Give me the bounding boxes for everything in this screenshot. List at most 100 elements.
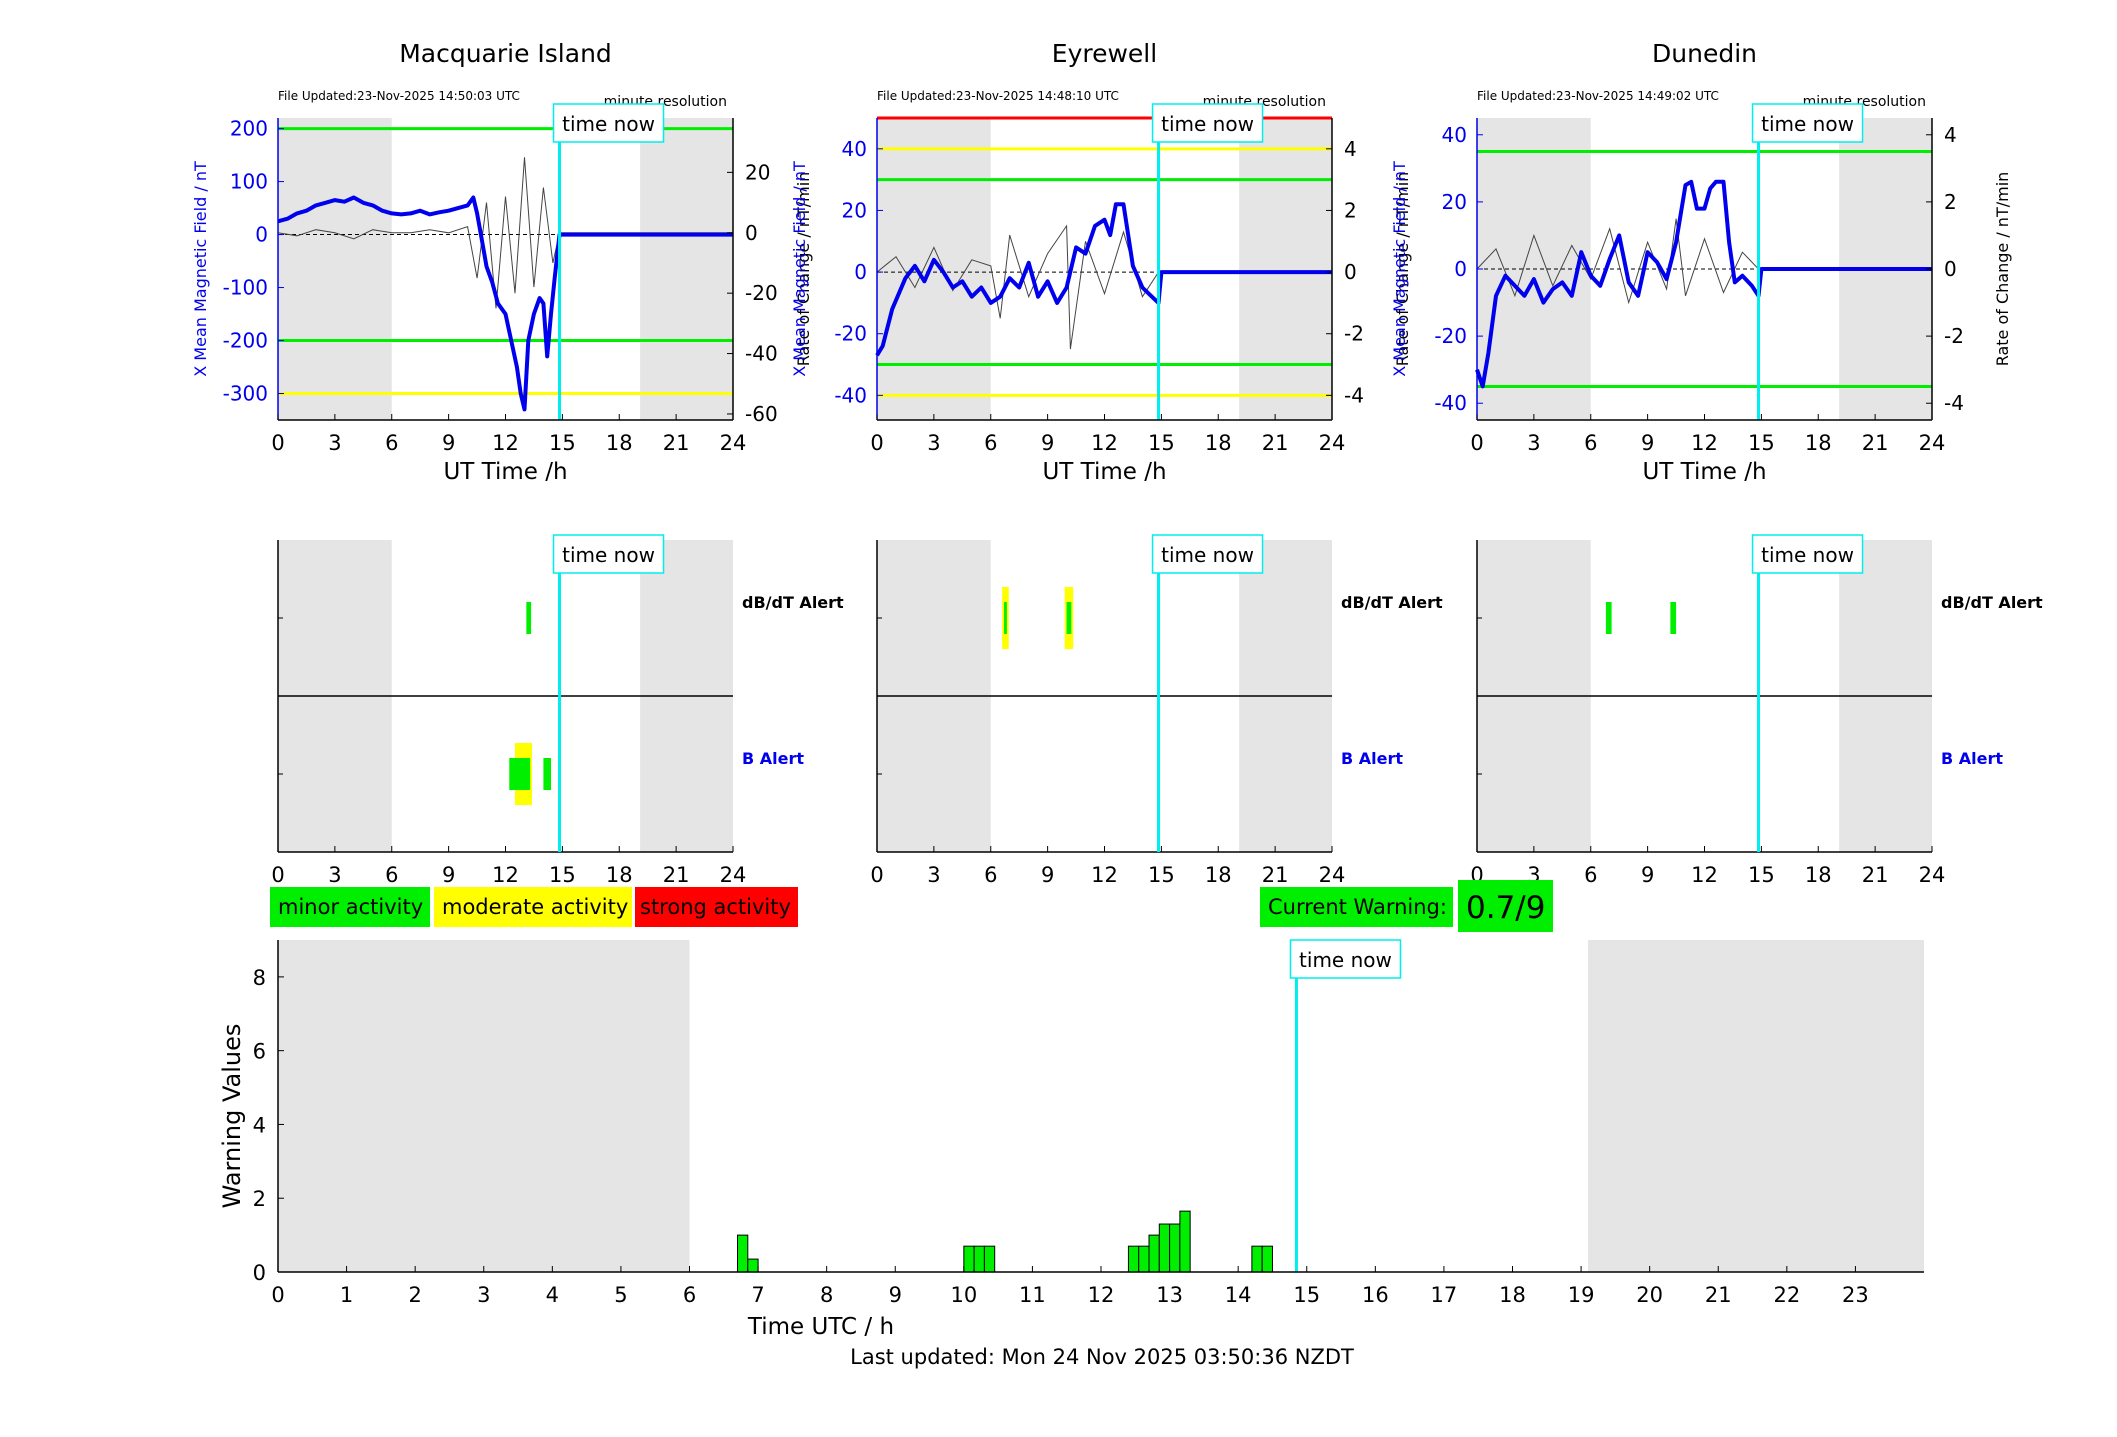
left-tick-label: -20 <box>834 322 867 346</box>
right-tick-label: -60 <box>745 402 778 426</box>
legend-moderate-label: moderate activity <box>442 895 628 919</box>
x-tick-label: 18 <box>1499 1283 1526 1307</box>
y-tick-label: 0 <box>253 1261 266 1285</box>
x-tick-label: 24 <box>1919 431 1946 455</box>
left-tick-label: -40 <box>1434 391 1467 415</box>
right-axis-label: Rate of Change / nT/min <box>1393 172 1412 367</box>
magnetic-field-line <box>1475 179 1932 389</box>
x-tick-label: 18 <box>1205 431 1232 455</box>
left-axis-label: X Mean Magnetic Field / nT <box>790 161 809 377</box>
b-alert-bar <box>543 758 551 790</box>
left-tick-label: 40 <box>842 137 867 161</box>
time-now-label: time now <box>1761 112 1854 136</box>
time-now-label: time now <box>562 112 655 136</box>
y-axis-label: Warning Values <box>218 1024 246 1209</box>
right-tick-label: -40 <box>745 342 778 366</box>
x-tick-label: 16 <box>1362 1283 1389 1307</box>
time-now-label: time now <box>1161 543 1254 567</box>
right-tick-label: -4 <box>1344 383 1364 407</box>
time-now-box <box>1751 534 1864 574</box>
alert-x-tick-label: 3 <box>328 863 341 887</box>
x-tick-label: 18 <box>606 431 633 455</box>
activity-legend: minor activity moderate activity strong … <box>270 887 798 927</box>
left-tick-label: 20 <box>1442 190 1467 214</box>
left-tick-label: 100 <box>230 170 268 194</box>
time-now-box <box>552 534 665 574</box>
warning-bar <box>1148 1234 1160 1273</box>
right-axis-label: Rate of Change / nT/min <box>1993 172 2012 367</box>
left-tick-label: -20 <box>1434 324 1467 348</box>
x-tick-label: 10 <box>950 1283 977 1307</box>
x-tick-label: 0 <box>271 1283 284 1307</box>
b-alert-label: B Alert <box>742 749 804 768</box>
alert-x-tick-label: 24 <box>1319 863 1346 887</box>
time-now-label: time now <box>562 543 655 567</box>
station-title: Eyrewell <box>1052 39 1157 68</box>
current-warning-label-box <box>1260 887 1453 927</box>
x-tick-label: 11 <box>1019 1283 1046 1307</box>
warning-bar <box>1138 1245 1150 1273</box>
x-tick-label: 17 <box>1431 1283 1458 1307</box>
x-tick-label: 15 <box>549 431 576 455</box>
right-tick-label: 4 <box>1344 137 1357 161</box>
last-updated: Last updated: Mon 24 Nov 2025 03:50:36 N… <box>850 1345 1354 1369</box>
x-tick-label: 12 <box>1691 431 1718 455</box>
warning-bar <box>1169 1223 1181 1273</box>
alert-x-tick-label: 6 <box>984 863 997 887</box>
alert-x-tick-label: 9 <box>442 863 455 887</box>
alert-x-tick-label: 15 <box>1748 863 1775 887</box>
left-tick-label: -100 <box>223 276 268 300</box>
x-tick-label: 0 <box>1470 431 1483 455</box>
night-shade <box>278 118 392 420</box>
x-tick-label: 5 <box>614 1283 627 1307</box>
left-axis-label: X Mean Magnetic Field / nT <box>191 161 210 377</box>
warning-bar <box>747 1258 759 1273</box>
alert-x-tick-label: 9 <box>1041 863 1054 887</box>
x-tick-label: 6 <box>984 431 997 455</box>
time-now-box <box>1751 103 1864 143</box>
night-shade <box>877 118 991 420</box>
alert-x-tick-label: 15 <box>549 863 576 887</box>
dbdt-alert-bar <box>1066 602 1072 634</box>
legend-minor-label: minor activity <box>278 895 423 919</box>
station-title: Macquarie Island <box>399 39 612 68</box>
y-tick-label: 6 <box>253 1040 266 1064</box>
warning-bar <box>1251 1245 1263 1273</box>
alert-x-tick-label: 12 <box>492 863 519 887</box>
time-now-label: time now <box>1161 112 1254 136</box>
left-tick-label: 200 <box>230 117 268 141</box>
x-tick-label: 9 <box>889 1283 902 1307</box>
magnetic-field-line <box>277 195 733 412</box>
x-tick-label: 12 <box>1088 1283 1115 1307</box>
x-tick-label: 19 <box>1568 1283 1595 1307</box>
x-axis-label: UT Time /h <box>443 459 567 485</box>
current-warning-value: 0.7/9 <box>1466 890 1545 926</box>
alert-x-tick-label: 21 <box>1262 863 1289 887</box>
x-tick-label: 22 <box>1773 1283 1800 1307</box>
x-tick-label: 6 <box>385 431 398 455</box>
x-tick-label: 21 <box>663 431 690 455</box>
right-axis-label: Rate of Change / nT/min <box>794 172 813 367</box>
left-tick-label: 0 <box>1454 257 1467 281</box>
current-warning: Current Warning: 0.7/9 <box>1260 880 1553 932</box>
x-tick-label: 15 <box>1748 431 1775 455</box>
night-shade <box>1239 118 1332 420</box>
alert-x-tick-label: 9 <box>1641 863 1654 887</box>
x-tick-label: 21 <box>1705 1283 1732 1307</box>
time-now-label: time now <box>1299 948 1392 972</box>
warning-bar <box>1158 1223 1171 1273</box>
night-shade <box>278 940 690 1272</box>
right-tick-label: -2 <box>1944 324 1964 348</box>
right-tick-label: 2 <box>1944 190 1957 214</box>
x-tick-label: 21 <box>1862 431 1889 455</box>
alert-x-tick-label: 18 <box>1805 863 1832 887</box>
dbdt-alert-bar <box>1670 602 1677 634</box>
x-tick-label: 21 <box>1262 431 1289 455</box>
station-panel-3: Dunedin File Updated:23-Nov-2025 14:49:02… <box>1390 39 2043 887</box>
dbdt-alert-bar <box>526 602 532 634</box>
x-tick-label: 20 <box>1636 1283 1663 1307</box>
alert-x-tick-label: 3 <box>927 863 940 887</box>
night-shade <box>1587 940 1924 1272</box>
x-tick-label: 13 <box>1156 1283 1183 1307</box>
